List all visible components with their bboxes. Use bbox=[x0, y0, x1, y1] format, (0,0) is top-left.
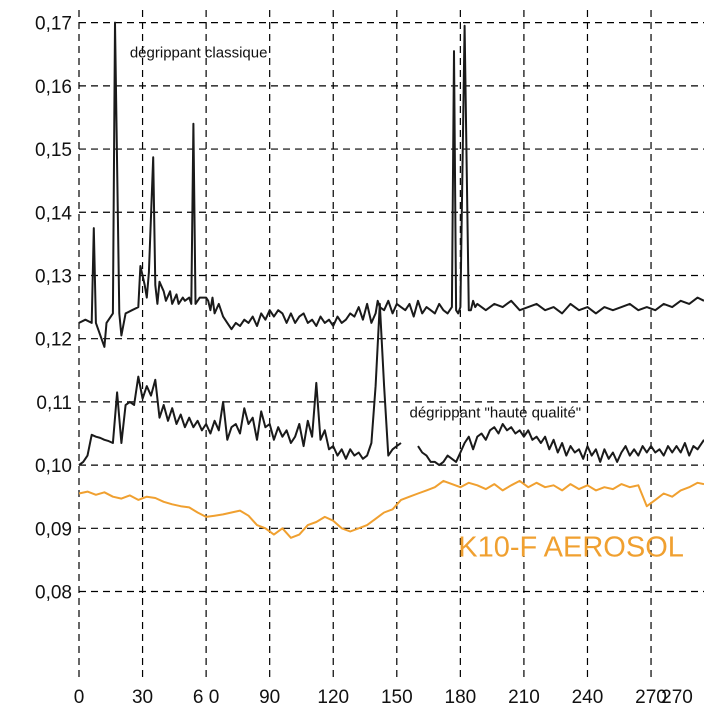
y-tick-label: 0,12 bbox=[35, 330, 72, 351]
series-line-4 bbox=[78, 479, 704, 539]
label-layer: 0,08 0,09 0,10 0,11 0,12 0,13 0,14 0,15 0,16 0,17… bbox=[35, 14, 693, 708]
x-tick-label: 150 bbox=[381, 687, 413, 708]
x-tick-label: 6 0 bbox=[193, 687, 219, 708]
annotation-label: dégrippant classique bbox=[130, 44, 268, 61]
series-layer bbox=[78, 21, 704, 539]
annotation-label: K10-F AEROSOL bbox=[458, 532, 684, 564]
y-tick-label: 0,16 bbox=[35, 77, 72, 98]
y-tick-label: 0,13 bbox=[35, 266, 72, 287]
annotation-layer: dégrippant classique dégrippant "haute qu… bbox=[130, 44, 684, 563]
series-line-2 bbox=[78, 302, 402, 466]
x-tick-label: 0 bbox=[74, 687, 85, 708]
x-tick-label: 120 bbox=[317, 687, 349, 708]
x-tick-label: 270 bbox=[661, 687, 693, 708]
y-tick-label: 0,09 bbox=[35, 519, 72, 540]
series-line-1 bbox=[78, 21, 704, 348]
x-tick-label: 180 bbox=[445, 687, 477, 708]
y-tick-label: 0,08 bbox=[35, 583, 72, 604]
series-line-3 bbox=[417, 423, 704, 467]
x-tick-label: 240 bbox=[572, 687, 604, 708]
y-tick-label: 0,11 bbox=[36, 393, 72, 414]
x-tick-label: 210 bbox=[508, 687, 540, 708]
y-tick-label: 0,17 bbox=[35, 14, 72, 35]
grid-layer bbox=[78, 10, 704, 680]
y-tick-label: 0,10 bbox=[35, 456, 72, 477]
y-tick-label: 0,15 bbox=[35, 140, 72, 161]
x-tick-label: 90 bbox=[259, 687, 280, 708]
x-tick-label: 270 bbox=[635, 687, 667, 708]
annotation-label: dégrippant "haute qualité" bbox=[410, 405, 582, 422]
y-tick-label: 0,14 bbox=[35, 203, 72, 224]
x-tick-label: 30 bbox=[132, 687, 153, 708]
